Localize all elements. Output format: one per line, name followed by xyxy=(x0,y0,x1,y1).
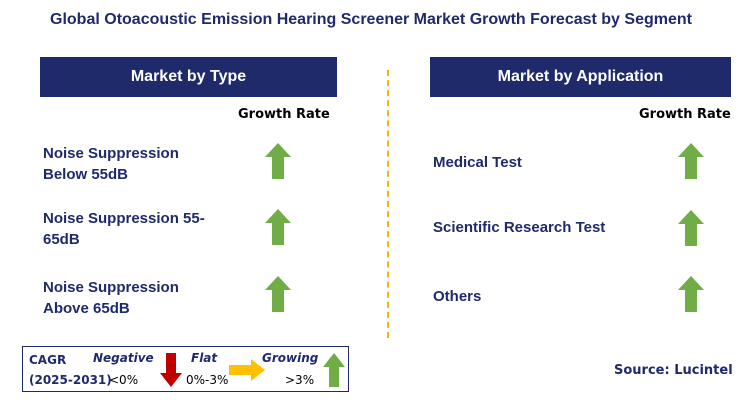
type-item-line2: Above 65dB xyxy=(43,300,130,317)
type-item-55-65db: Noise Suppression 55- 65dB xyxy=(43,208,205,250)
application-item-scientific-research-test: Scientific Research Test xyxy=(433,219,606,236)
type-item-line1: Noise Suppression xyxy=(43,145,179,162)
legend-period: (2025-2031) xyxy=(29,373,112,387)
legend-flat-range: 0%-3% xyxy=(186,373,229,387)
legend-cagr-label: CAGR xyxy=(29,353,67,367)
green-up-arrow-icon xyxy=(678,276,704,312)
green-up-arrow-icon xyxy=(265,276,291,312)
column-divider xyxy=(387,70,389,338)
cagr-legend: CAGR (2025-2031) Negative <0% Flat 0%-3%… xyxy=(22,346,349,392)
legend-growing-label: Growing xyxy=(262,351,319,365)
application-growth-rate-label: Growth Rate xyxy=(639,107,731,122)
type-growth-rate-label: Growth Rate xyxy=(238,107,330,122)
legend-flat-label: Flat xyxy=(191,351,218,365)
green-up-arrow-icon xyxy=(678,210,704,246)
type-item-line1: Noise Suppression xyxy=(43,279,179,296)
red-down-arrow-icon xyxy=(160,353,182,387)
type-item-above-65db: Noise Suppression Above 65dB xyxy=(43,277,179,319)
source-note: Source: Lucintel xyxy=(614,363,733,378)
type-item-below-55db: Noise Suppression Below 55dB xyxy=(43,143,179,185)
page-title: Global Otoacoustic Emission Hearing Scre… xyxy=(50,11,692,28)
application-item-others: Others xyxy=(433,288,482,305)
legend-growing-range: >3% xyxy=(285,373,315,387)
yellow-right-arrow-icon xyxy=(229,359,265,381)
type-item-line1: Noise Suppression 55- xyxy=(43,210,205,227)
green-up-arrow-icon xyxy=(323,353,345,387)
type-item-line2: 65dB xyxy=(43,231,80,248)
market-by-type-header: Market by Type xyxy=(40,57,337,97)
market-by-application-header: Market by Application xyxy=(430,57,731,97)
green-up-arrow-icon xyxy=(265,143,291,179)
type-item-line2: Below 55dB xyxy=(43,166,129,183)
green-up-arrow-icon xyxy=(678,143,704,179)
green-up-arrow-icon xyxy=(265,209,291,245)
legend-negative-range: <0% xyxy=(109,373,139,387)
application-item-medical-test: Medical Test xyxy=(433,154,522,171)
legend-negative-label: Negative xyxy=(93,351,154,365)
